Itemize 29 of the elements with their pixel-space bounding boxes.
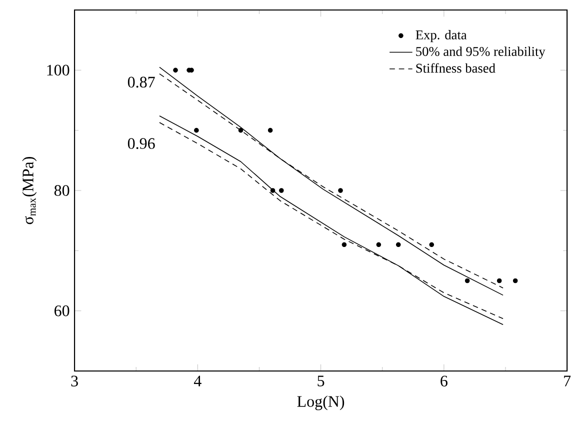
y-tick-label: 100: [47, 64, 70, 76]
point: [396, 242, 401, 248]
point: [238, 128, 244, 133]
y-tick-label: 60: [54, 305, 70, 316]
annotation: 0.87: [128, 76, 155, 88]
x-tick-label: 3: [71, 376, 78, 386]
legend-label: Stiffness based: [416, 63, 496, 73]
point: [496, 278, 502, 284]
point: [376, 242, 382, 248]
annotation: 0.96: [128, 138, 155, 150]
point: [429, 242, 434, 248]
point: [270, 188, 276, 193]
y-axis-title: σ$_{max}$(MPa): [22, 156, 37, 224]
x-axis-title: Log(N): [297, 396, 344, 410]
x-tick-label: 7: [564, 376, 571, 386]
legend-label: 50% and 95% reliability: [416, 46, 546, 59]
point: [342, 242, 347, 248]
x-tick-label: 5: [318, 376, 324, 386]
point: [464, 278, 470, 284]
point: [194, 128, 199, 133]
point: [268, 128, 273, 133]
x-tick-label: 4: [194, 376, 202, 386]
point: [512, 278, 518, 284]
legend-label: Exp. data: [416, 30, 467, 42]
point: [338, 188, 343, 193]
x-tick-label: 6: [440, 376, 448, 386]
point: [173, 68, 178, 73]
point: [279, 188, 284, 193]
y-tick-label: 80: [54, 185, 70, 196]
